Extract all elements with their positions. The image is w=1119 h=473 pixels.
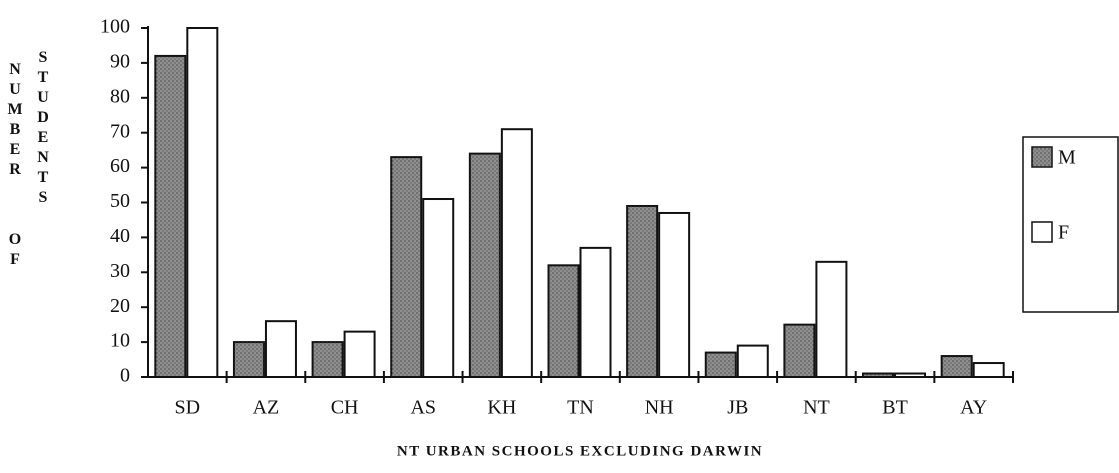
bar: [972, 362, 1005, 379]
y-tick-label: 80: [110, 85, 130, 107]
bar: [658, 211, 691, 378]
bar-texture: [784, 324, 815, 377]
bar: [500, 128, 533, 378]
bar-texture: [233, 342, 264, 377]
x-axis-title: NT URBAN SCHOOLS EXCLUDING DARWIN: [397, 443, 763, 459]
bar-texture: [548, 265, 579, 377]
bar-texture: [312, 342, 343, 377]
x-tick-label: NH: [645, 397, 674, 419]
x-tick-label: AZ: [253, 397, 280, 419]
bar: [186, 27, 219, 378]
legend-label: M: [1058, 147, 1076, 169]
bar: [736, 344, 769, 378]
bar: [343, 330, 376, 379]
x-tick-label: SD: [175, 397, 201, 419]
y-tick-label: 90: [110, 50, 130, 72]
y-tick-label: 60: [110, 155, 130, 177]
bar: [264, 320, 297, 379]
x-tick-label: KH: [487, 397, 516, 419]
bar-texture: [705, 352, 736, 377]
y-tick-label: 30: [110, 260, 130, 282]
bar-texture: [391, 157, 422, 377]
legend-swatch: [1031, 221, 1053, 243]
bar-texture: [155, 55, 186, 378]
x-tick-label: TN: [567, 397, 594, 419]
x-tick-label: JB: [727, 397, 748, 419]
x-tick-label: AY: [960, 397, 987, 419]
y-tick-label: 40: [110, 225, 130, 247]
y-tick-label: 0: [120, 365, 130, 387]
x-tick-label: CH: [331, 397, 359, 419]
bar-texture: [469, 153, 500, 377]
y-tick-label: 70: [110, 120, 130, 142]
bar: [579, 246, 612, 378]
x-tick-label: AS: [410, 397, 436, 419]
y-tick-label: 20: [110, 295, 130, 317]
legend-label: F: [1058, 222, 1069, 244]
x-tick-label: NT: [803, 397, 830, 419]
bar: [815, 260, 848, 378]
bar: [422, 198, 455, 378]
y-tick-label: 10: [110, 330, 130, 352]
bar-texture: [627, 205, 658, 377]
legend-texture: [1032, 147, 1052, 167]
y-tick-label: 50: [110, 190, 130, 212]
bar-texture: [863, 373, 894, 377]
x-tick-label: BT: [882, 397, 908, 419]
y-tick-label: 100: [100, 16, 130, 38]
bar-texture: [941, 356, 972, 377]
